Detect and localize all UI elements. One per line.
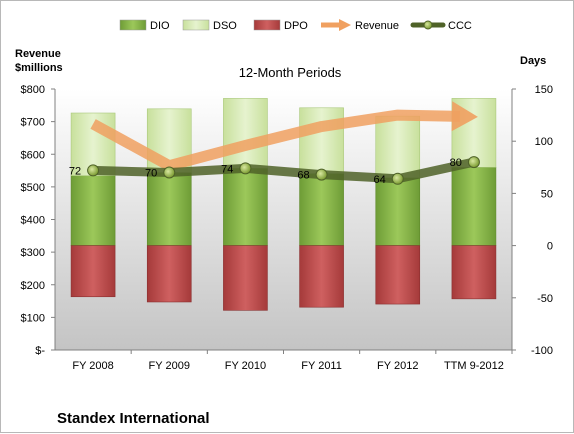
ccc-line <box>88 157 479 184</box>
left-axis-title-line2: $millions <box>15 62 63 74</box>
dio-bar <box>146 172 192 246</box>
dpo-bar <box>146 245 192 303</box>
left-tick-label: $500 <box>21 182 45 194</box>
dpo-bar <box>451 245 497 300</box>
chart-title: 12-Month Periods <box>239 65 342 80</box>
left-tick-label: $700 <box>21 117 45 129</box>
legend-label-ccc: CCC <box>448 20 472 32</box>
legend-label-dso: DSO <box>213 20 237 32</box>
legend-swatch-dio <box>119 19 147 31</box>
right-tick-label: 0 <box>547 241 553 253</box>
dpo-bar <box>299 245 344 308</box>
legend-arrowhead-revenue <box>339 19 351 31</box>
legend-swatch-dpo <box>253 19 281 31</box>
left-tick-label: $100 <box>21 312 45 324</box>
x-tick-label: FY 2009 <box>149 360 190 372</box>
right-tick-label: 50 <box>541 188 553 200</box>
ccc-marker <box>467 156 480 169</box>
ccc-marker <box>239 162 252 175</box>
bars <box>70 98 497 311</box>
ccc-data-label: 80 <box>450 157 462 169</box>
ccc-marker <box>315 168 328 181</box>
dio-bar <box>223 168 268 246</box>
dio-bar <box>451 167 497 246</box>
legend-label-dpo: DPO <box>284 20 308 32</box>
revenue-arrowhead <box>451 101 478 132</box>
left-axis-title-line1: Revenue <box>15 48 61 60</box>
company-name: Standex International <box>57 410 210 427</box>
ccc-data-label: 68 <box>297 170 309 182</box>
dio-bar <box>375 177 421 246</box>
x-tick-label: FY 2008 <box>72 360 113 372</box>
ccc-data-label: 72 <box>69 165 81 177</box>
x-axis: FY 2008 FY 2009 FY 2010 FY 2011 FY 2012 TTM 9… <box>72 350 513 372</box>
legend-label-dio: DIO <box>150 20 170 32</box>
left-tick-label: $600 <box>21 149 45 161</box>
dpo-bar <box>375 245 421 305</box>
right-tick-label: -50 <box>537 293 553 305</box>
right-axis-title: Days <box>520 55 546 67</box>
ccc-marker <box>391 172 404 185</box>
ccc-marker <box>87 164 100 177</box>
right-tick-label: -100 <box>531 345 553 357</box>
revenue-series <box>90 101 478 172</box>
legend: DIO DSO DPO Revenue CCC <box>119 19 472 32</box>
left-tick-label: $400 <box>21 215 45 227</box>
dpo-bar <box>223 245 268 311</box>
dpo-bar <box>70 245 116 298</box>
dio-bar <box>70 175 116 246</box>
plot-area <box>55 89 512 350</box>
dso-bar <box>299 107 344 174</box>
dso-bar <box>223 98 268 169</box>
left-axis: $- $100 $200 $300 $400 $500 $600 $700 $800 <box>21 84 55 357</box>
left-tick-label: $- <box>35 345 45 357</box>
dso-bar <box>375 115 421 179</box>
ccc-marker <box>163 166 176 179</box>
left-tick-label: $300 <box>21 247 45 259</box>
ccc-series: 72 70 74 68 64 80 <box>69 156 480 186</box>
ccc-data-label: 64 <box>374 174 386 186</box>
x-tick-label: FY 2011 <box>301 360 342 372</box>
ccc-data-label: 74 <box>221 163 233 175</box>
x-tick-label: TTM 9-2012 <box>444 360 504 372</box>
legend-swatch-dso <box>182 19 210 31</box>
x-tick-label: FY 2012 <box>377 360 418 372</box>
ccc-data-label: 70 <box>145 168 157 180</box>
legend-label-revenue: Revenue <box>355 20 399 32</box>
right-axis: -100 -50 0 50 100 150 <box>512 84 553 357</box>
left-tick-label: $800 <box>21 84 45 96</box>
left-tick-label: $200 <box>21 280 45 292</box>
dio-bar <box>299 173 344 246</box>
revenue-line <box>90 109 461 172</box>
right-tick-label: 100 <box>535 136 553 148</box>
legend-marker-ccc <box>423 20 433 30</box>
x-tick-label: FY 2010 <box>225 360 266 372</box>
right-tick-label: 150 <box>535 84 553 96</box>
